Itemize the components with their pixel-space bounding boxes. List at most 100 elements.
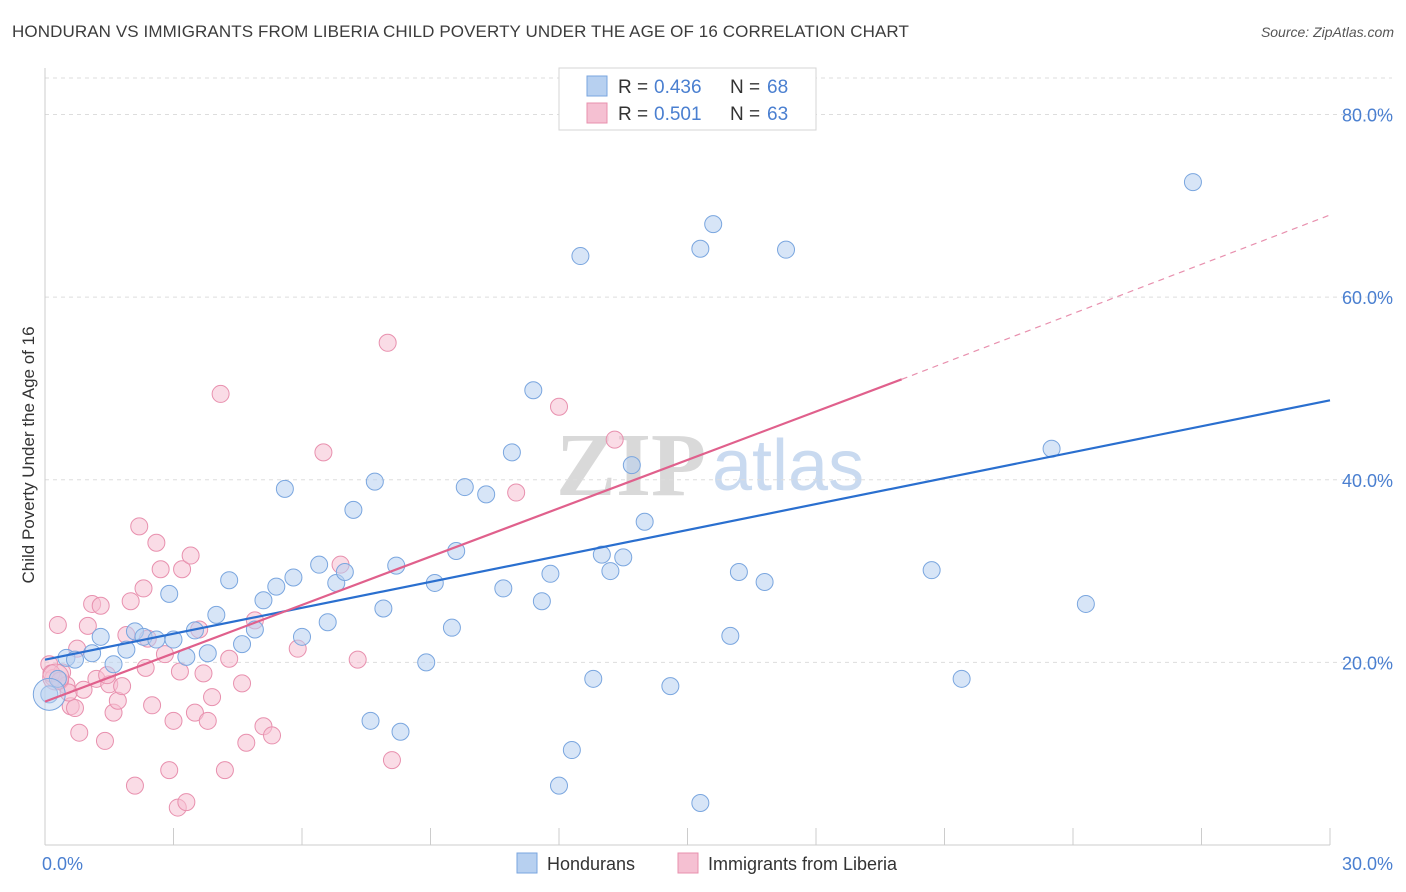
- liberia-point: [78, 616, 97, 635]
- honduran-point: [691, 239, 710, 258]
- honduran-point: [729, 562, 748, 581]
- y-tick-label: 80.0%: [1342, 106, 1393, 126]
- trend-lines: [44, 214, 1331, 703]
- honduran-point: [104, 655, 123, 674]
- honduran-point: [502, 443, 521, 462]
- liberia-point: [121, 592, 140, 611]
- honduran-point: [952, 669, 971, 688]
- honduran-point: [442, 618, 461, 637]
- liberia-point: [382, 751, 401, 770]
- liberia-point: [143, 696, 162, 715]
- liberia-point: [507, 483, 526, 502]
- honduran-point: [160, 584, 179, 603]
- honduran-point: [318, 613, 337, 632]
- chart-title: HONDURAN VS IMMIGRANTS FROM LIBERIA CHIL…: [12, 22, 909, 41]
- y-tick-label: 60.0%: [1342, 288, 1393, 308]
- liberia-trend-line: [44, 378, 903, 703]
- honduran-point: [922, 561, 941, 580]
- honduran-point: [601, 562, 620, 581]
- honduran-point: [374, 599, 393, 618]
- liberia-point: [220, 649, 239, 668]
- liberia-point: [160, 761, 179, 780]
- honduran-point: [494, 579, 513, 598]
- honduran-point: [755, 573, 774, 592]
- liberia-point: [151, 560, 170, 579]
- stats-legend: R = 0.436 N = 68 R = 0.501 N = 63: [558, 67, 817, 131]
- honduran-point: [198, 644, 217, 663]
- liberia-point: [237, 733, 256, 752]
- gridlines: [45, 77, 1392, 663]
- series-legend-swatch-liberia: [677, 852, 699, 874]
- series-legend: Hondurans Immigrants from Liberia: [516, 852, 898, 874]
- honduran-point: [562, 741, 581, 760]
- honduran-point: [721, 626, 740, 645]
- liberia-point: [198, 711, 217, 730]
- liberia-point: [215, 761, 234, 780]
- honduran-point: [455, 478, 474, 497]
- honduran-point: [267, 577, 286, 596]
- y-axis-label: Child Poverty Under the Age of 16: [19, 326, 38, 583]
- liberia-point: [550, 397, 568, 416]
- honduran-point: [310, 555, 329, 574]
- liberia-point: [605, 430, 624, 449]
- legend-r-label-2: R =: [618, 104, 648, 125]
- honduran-point: [704, 215, 723, 234]
- honduran-point: [207, 605, 226, 624]
- honduran-point: [91, 627, 110, 646]
- liberia-point: [130, 517, 149, 536]
- honduran-point: [32, 677, 66, 711]
- legend-r-value-2: 0.501: [654, 104, 702, 125]
- honduran-point: [417, 653, 436, 672]
- honduran-point: [635, 512, 654, 531]
- honduran-point: [233, 635, 252, 654]
- liberia-point: [134, 579, 153, 598]
- honduran-point: [335, 562, 354, 581]
- liberia-point: [173, 560, 192, 579]
- legend-swatch-liberia: [586, 102, 608, 124]
- legend-n-value-2: 63: [767, 104, 788, 125]
- legend-r-value-1: 0.436: [654, 77, 702, 98]
- honduran-point: [622, 456, 641, 475]
- liberia-point: [95, 731, 114, 750]
- series-legend-liberia: Immigrants from Liberia: [708, 854, 898, 874]
- honduran-point: [83, 644, 102, 663]
- honduran-point: [777, 240, 796, 259]
- tick-labels: 20.0% 40.0% 60.0% 80.0% 0.0% 30.0%: [42, 106, 1393, 874]
- liberia-point: [194, 664, 213, 683]
- honduran-point: [550, 776, 568, 795]
- liberia-point: [378, 333, 397, 352]
- liberia-point: [113, 677, 132, 696]
- legend-swatch-hondurans: [586, 75, 608, 97]
- liberia-point: [185, 703, 204, 722]
- x-tick-label-max: 30.0%: [1342, 854, 1393, 874]
- honduran-point: [477, 485, 496, 504]
- honduran-point: [661, 677, 680, 696]
- honduran-point: [344, 500, 363, 519]
- liberia-point: [91, 596, 110, 615]
- honduran-point: [147, 630, 166, 649]
- liberia-point: [348, 650, 367, 669]
- honduran-point: [1183, 173, 1202, 192]
- liberia-point: [177, 793, 196, 812]
- y-tick-label: 20.0%: [1342, 653, 1393, 673]
- liberia-point: [48, 615, 67, 634]
- honduran-point: [614, 548, 633, 567]
- liberia-point: [314, 443, 333, 462]
- honduran-point: [365, 472, 384, 491]
- honduran-point: [117, 640, 136, 659]
- honduran-point: [254, 591, 273, 610]
- honduran-point: [1076, 594, 1095, 613]
- honduran-point: [571, 247, 590, 266]
- honduran-point: [284, 568, 303, 587]
- legend-n-value-1: 68: [767, 77, 788, 98]
- honduran-point: [541, 564, 560, 583]
- legend-r-label-1: R =: [618, 77, 648, 98]
- axes: [44, 68, 1331, 846]
- legend-n-label-1: N =: [730, 77, 760, 98]
- honduran-point: [691, 793, 710, 812]
- honduran-points: [32, 173, 1202, 812]
- legend-n-label-2: N =: [730, 104, 760, 125]
- honduran-point: [532, 592, 551, 611]
- honduran-point: [275, 479, 294, 498]
